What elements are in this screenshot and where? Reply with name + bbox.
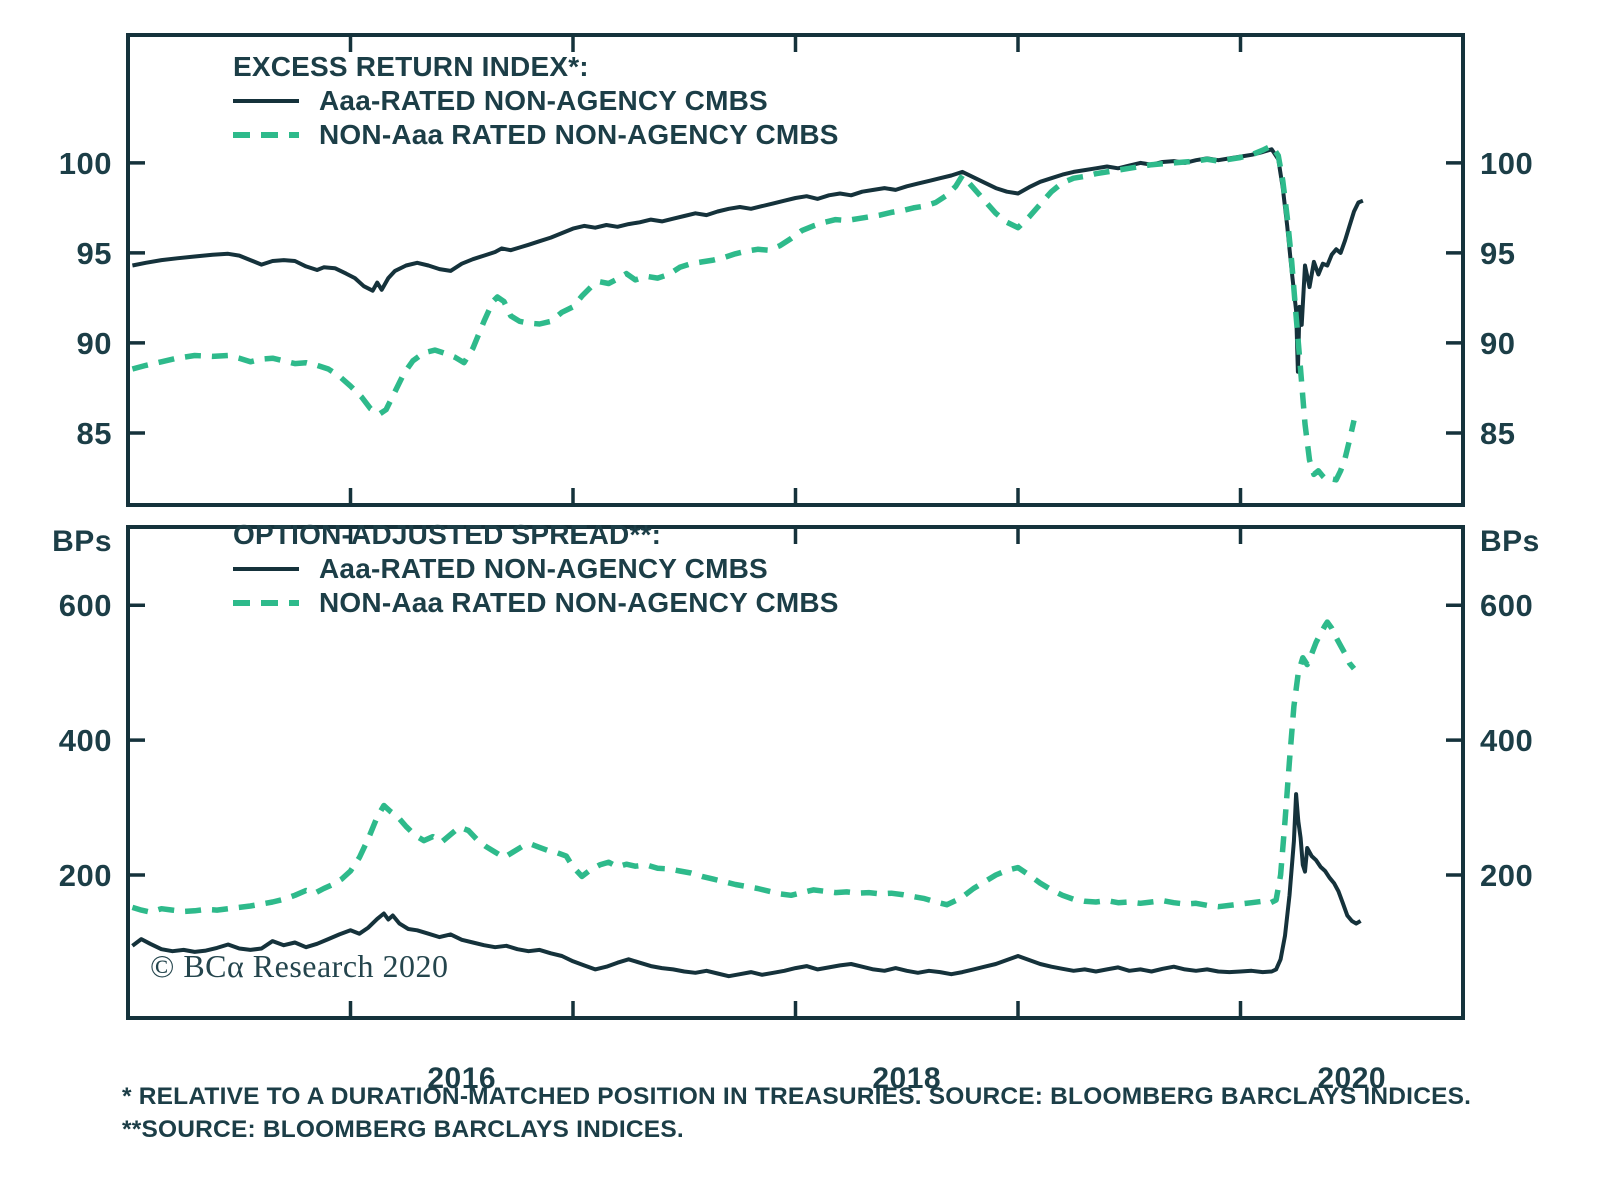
y-axis-label-right: 95 [1480,236,1515,271]
y-axis-label-right: 400 [1480,723,1533,758]
legend-option-adjusted-spread: OPTION-ADJUSTED SPREAD**: Aaa-RATED NON-… [233,518,839,620]
legend-item-label: Aaa-RATED NON-AGENCY CMBS [319,85,768,116]
solid-line-swatch [233,99,299,103]
series-line-aaa [131,792,1362,979]
legend-item-label: NON-Aaa RATED NON-AGENCY CMBS [319,119,839,150]
legend-excess-return: EXCESS RETURN INDEX*: Aaa-RATED NON-AGEN… [233,50,839,152]
y-axis-label-right: 85 [1480,416,1515,451]
series-line-aaa [132,147,1364,374]
legend-item-non-aaa: NON-Aaa RATED NON-AGENCY CMBS [233,118,839,152]
bca-research-copyright: © BCα Research 2020 [150,948,449,984]
legend-title-text: OPTION-ADJUSTED SPREAD**: [233,519,662,550]
legend-item-label: Aaa-RATED NON-AGENCY CMBS [319,553,768,584]
y-axis-label-right: 100 [1480,146,1533,181]
y-axis-label-left: 600 [59,588,112,623]
legend-item-label: NON-Aaa RATED NON-AGENCY CMBS [319,587,839,618]
y-axis-label-left: 400 [59,723,112,758]
footnote-line-1: * RELATIVE TO A DURATION-MATCHED POSITIO… [122,1083,1472,1110]
footnote-line-2: **SOURCE: BLOOMBERG BARCLAYS INDICES. [122,1116,684,1143]
series-line-non-aaa [131,142,1357,484]
dashed-line-swatch [233,132,299,138]
y-axis-label-right: 200 [1480,858,1533,893]
dashed-line-swatch [233,600,299,606]
x-axis-year-label: 2016 [427,1062,496,1095]
y-axis-label-right: 600 [1480,588,1533,623]
y-axis-label-right: 90 [1480,326,1515,361]
legend-title: OPTION-ADJUSTED SPREAD**: [233,518,839,552]
y-axis-label-left: 95 [77,236,112,271]
legend-title: EXCESS RETURN INDEX*: [233,50,839,84]
y-axis-label-left: 90 [77,326,112,361]
y-axis-unit-right: BPs [1480,525,1540,558]
x-axis-year-label: 2020 [1317,1062,1386,1095]
y-axis-label-left: 200 [59,858,112,893]
y-axis-label-left: 100 [59,146,112,181]
solid-line-swatch [233,567,299,571]
series-line-non-aaa [131,619,1357,915]
y-axis-unit-left: BPs [52,525,112,558]
y-axis-label-left: 85 [77,416,112,451]
legend-item-aaa: Aaa-RATED NON-AGENCY CMBS [233,84,839,118]
legend-title-text: EXCESS RETURN INDEX*: [233,51,589,82]
footnotes: * RELATIVE TO A DURATION-MATCHED POSITIO… [122,1080,1471,1146]
legend-item-aaa: Aaa-RATED NON-AGENCY CMBS [233,552,839,586]
legend-item-non-aaa: NON-Aaa RATED NON-AGENCY CMBS [233,586,839,620]
x-axis-year-label: 2018 [872,1062,941,1095]
